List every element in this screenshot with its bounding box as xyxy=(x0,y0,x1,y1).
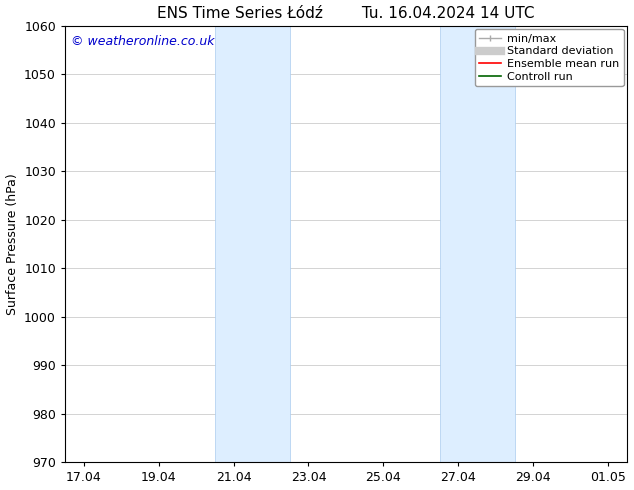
Y-axis label: Surface Pressure (hPa): Surface Pressure (hPa) xyxy=(6,173,18,315)
Bar xyxy=(439,26,515,463)
Bar xyxy=(215,26,290,463)
Text: © weatheronline.co.uk: © weatheronline.co.uk xyxy=(70,35,214,48)
Legend: min/max, Standard deviation, Ensemble mean run, Controll run: min/max, Standard deviation, Ensemble me… xyxy=(475,29,624,86)
Title: ENS Time Series Łódź        Tu. 16.04.2024 14 UTC: ENS Time Series Łódź Tu. 16.04.2024 14 U… xyxy=(157,5,534,21)
